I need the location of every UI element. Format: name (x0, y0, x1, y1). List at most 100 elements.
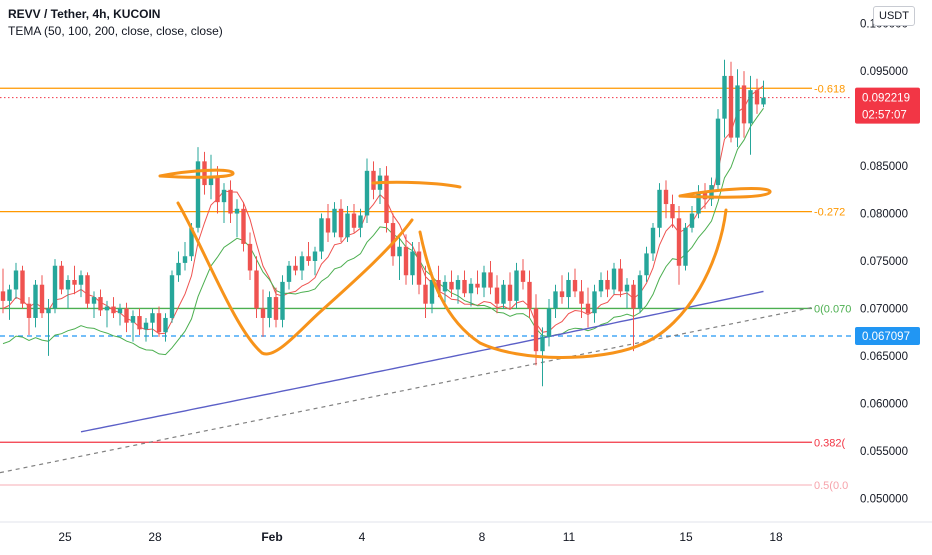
candle-body[interactable] (117, 308, 123, 314)
candle-body[interactable] (111, 306, 116, 314)
candle-body[interactable] (163, 317, 168, 333)
candle-body[interactable] (85, 275, 90, 304)
candle-body[interactable] (416, 251, 422, 285)
candle-body[interactable] (254, 270, 259, 309)
candle-body[interactable] (312, 251, 318, 261)
candle-body[interactable] (741, 85, 747, 124)
price-axis[interactable] (852, 0, 932, 550)
candle-body[interactable] (507, 284, 513, 301)
candle-body[interactable] (494, 287, 500, 304)
indicator-legend[interactable]: TEMA (50, 100, 200, close, close, close) (8, 24, 223, 38)
candle-body[interactable] (644, 253, 649, 276)
candle-body[interactable] (657, 189, 662, 228)
candle-body[interactable] (221, 189, 227, 203)
currency-button[interactable]: USDT (873, 6, 915, 26)
candle-body[interactable] (104, 306, 110, 311)
candle-body[interactable] (351, 213, 357, 228)
candle-body[interactable] (384, 175, 389, 224)
candle-body[interactable] (319, 218, 324, 252)
candle-body[interactable] (442, 281, 448, 292)
candle-body[interactable] (91, 297, 97, 304)
candle-body[interactable] (520, 270, 526, 282)
candle-body[interactable] (546, 308, 552, 337)
candle-body[interactable] (670, 204, 675, 219)
candle-body[interactable] (390, 223, 396, 257)
candle-body[interactable] (59, 265, 64, 290)
candle-body[interactable] (559, 291, 565, 298)
drawing-cup-left[interactable] (176, 201, 414, 356)
candle-body[interactable] (234, 208, 240, 214)
candle-body[interactable] (592, 291, 597, 314)
candle-body[interactable] (280, 281, 285, 320)
candle-body[interactable] (176, 262, 181, 276)
candle-body[interactable] (195, 161, 201, 228)
candle-body[interactable] (189, 227, 194, 257)
candle-body[interactable] (273, 297, 279, 320)
candle-body[interactable] (215, 175, 220, 203)
drawing-handle[interactable] (678, 187, 772, 199)
tema-100-line[interactable] (2, 108, 764, 356)
candle-body[interactable] (696, 192, 701, 214)
candle-body[interactable] (748, 90, 753, 124)
tema-200-line[interactable] (80, 290, 764, 433)
candle-body[interactable] (169, 275, 175, 318)
candle-body[interactable] (267, 297, 272, 318)
trend-line[interactable] (0, 306, 813, 474)
candle-body[interactable] (611, 268, 617, 290)
candle-body[interactable] (293, 265, 298, 271)
last-price-badge[interactable] (855, 87, 920, 124)
drawing-top-left[interactable] (158, 168, 235, 179)
candle-body[interactable] (78, 275, 84, 285)
candle-body[interactable] (423, 284, 428, 304)
candle-body[interactable] (540, 336, 545, 352)
candle-body[interactable] (637, 275, 643, 309)
candle-body[interactable] (624, 284, 630, 292)
candle-body[interactable] (247, 243, 253, 271)
candle-body[interactable] (345, 213, 350, 238)
candle-body[interactable] (481, 272, 487, 288)
candle-body[interactable] (403, 246, 409, 276)
candle-body[interactable] (631, 284, 636, 309)
candle-body[interactable] (728, 75, 734, 138)
drawing-cup-right[interactable] (418, 208, 728, 359)
candle-body[interactable] (566, 279, 571, 298)
candle-body[interactable] (410, 251, 415, 276)
candle-body[interactable] (33, 284, 38, 318)
candle-body[interactable] (449, 281, 454, 290)
candle-body[interactable] (26, 303, 32, 318)
candle-body[interactable] (689, 213, 695, 228)
candle-body[interactable] (579, 291, 584, 304)
candle-body[interactable] (150, 313, 155, 323)
candle-body[interactable] (202, 161, 207, 186)
candle-body[interactable] (676, 218, 682, 266)
candle-body[interactable] (182, 256, 188, 263)
candle-body[interactable] (735, 85, 740, 138)
candle-body[interactable] (358, 215, 363, 228)
candle-body[interactable] (286, 265, 292, 282)
candle-body[interactable] (754, 90, 760, 105)
candle-body[interactable] (488, 272, 493, 288)
candle-body[interactable] (299, 256, 305, 271)
candle-body[interactable] (98, 297, 103, 311)
candle-body[interactable] (241, 208, 246, 244)
candle-body[interactable] (124, 308, 129, 323)
candle-body[interactable] (46, 308, 51, 314)
candle-body[interactable] (65, 279, 71, 290)
candle-body[interactable] (20, 270, 25, 304)
candle-body[interactable] (52, 265, 58, 309)
candle-body[interactable] (228, 189, 233, 214)
candle-body[interactable] (715, 118, 721, 186)
candle-body[interactable] (208, 175, 214, 186)
candle-body[interactable] (156, 313, 162, 333)
candle-body[interactable] (501, 284, 506, 304)
candle-body[interactable] (618, 268, 623, 292)
candle-body[interactable] (371, 170, 376, 190)
candle-body[interactable] (468, 283, 474, 294)
candle-body[interactable] (306, 256, 311, 261)
candle-body[interactable] (650, 227, 656, 254)
candle-body[interactable] (397, 246, 402, 257)
candle-body[interactable] (7, 289, 12, 301)
candle-body[interactable] (722, 75, 727, 119)
candle-body[interactable] (137, 316, 142, 330)
